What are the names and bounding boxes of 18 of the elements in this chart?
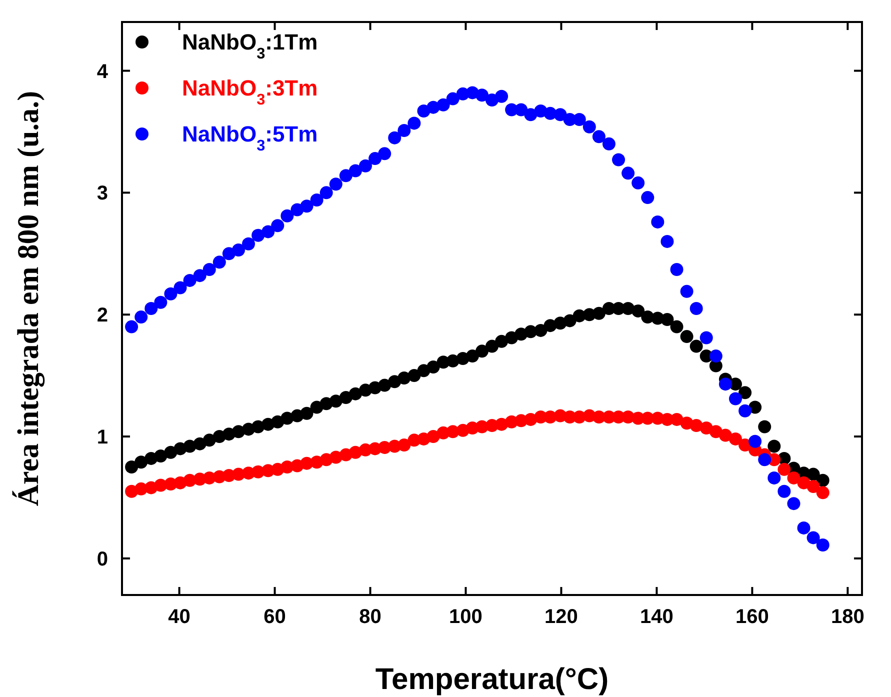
x-tick-label: 100 <box>449 606 482 628</box>
y-tick-label: 0 <box>96 548 108 570</box>
x-tick-label: 180 <box>830 606 864 628</box>
y-tick-label: 4 <box>96 60 109 83</box>
x-tick-label: 40 <box>168 606 190 628</box>
x-tick-label: 120 <box>544 606 578 628</box>
y-tick-label: 3 <box>96 182 108 205</box>
x-tick-label: 60 <box>264 606 286 628</box>
y-tick-label: 1 <box>96 426 108 449</box>
legend-label: NaNbO$_{3}$:3Tm <box>182 76 318 108</box>
x-tick-label: 140 <box>640 606 674 628</box>
x-axis-title: Temperatura(°C) <box>375 663 609 696</box>
legend-label: NaNbO$_{3}$:5Tm <box>182 122 318 154</box>
legend-label: NaNbO$_{3}$:1Tm <box>182 30 318 62</box>
x-tick-label: 160 <box>736 606 769 628</box>
y-tick-label: 2 <box>96 304 108 327</box>
x-tick-label: 80 <box>359 606 382 628</box>
y-axis-title: Área integrada em 800 nm (u.a.) <box>12 90 45 506</box>
